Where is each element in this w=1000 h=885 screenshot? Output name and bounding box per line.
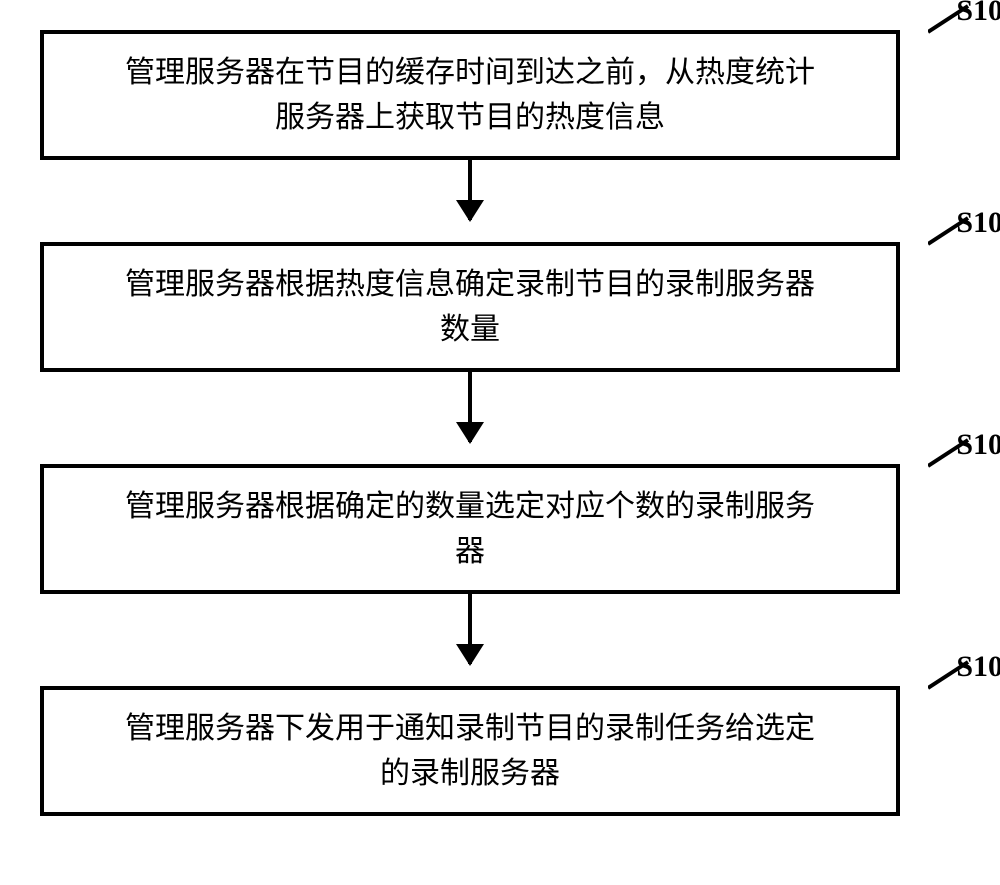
flowchart-box-text: 管理服务器根据热度信息确定录制节目的录制服务器 数量 <box>125 262 815 352</box>
flowchart-box: 管理服务器下发用于通知录制节目的录制任务给选定 的录制服务器 <box>40 686 900 816</box>
flowchart-box-text: 管理服务器在节目的缓存时间到达之前，从热度统计 服务器上获取节目的热度信息 <box>125 50 815 140</box>
flowchart-step: 管理服务器根据确定的数量选定对应个数的录制服务 器S103 <box>40 464 960 594</box>
flowchart-step: 管理服务器根据热度信息确定录制节目的录制服务器 数量S102 <box>40 242 960 372</box>
flowchart-arrow <box>40 594 900 664</box>
flowchart-box: 管理服务器根据热度信息确定录制节目的录制服务器 数量 <box>40 242 900 372</box>
step-label: S103 <box>956 428 1000 462</box>
step-label: S101 <box>956 0 1000 28</box>
flowchart-arrow <box>40 372 900 442</box>
flowchart-box-text: 管理服务器根据确定的数量选定对应个数的录制服务 器 <box>125 484 815 574</box>
flowchart-step: 管理服务器下发用于通知录制节目的录制任务给选定 的录制服务器S104 <box>40 686 960 816</box>
flowchart-arrow <box>40 160 900 220</box>
flowchart-container: 管理服务器在节目的缓存时间到达之前，从热度统计 服务器上获取节目的热度信息S10… <box>40 30 960 816</box>
flowchart-box: 管理服务器在节目的缓存时间到达之前，从热度统计 服务器上获取节目的热度信息 <box>40 30 900 160</box>
step-label: S102 <box>956 206 1000 240</box>
flowchart-step: 管理服务器在节目的缓存时间到达之前，从热度统计 服务器上获取节目的热度信息S10… <box>40 30 960 160</box>
flowchart-box-text: 管理服务器下发用于通知录制节目的录制任务给选定 的录制服务器 <box>125 706 815 796</box>
step-label: S104 <box>956 650 1000 684</box>
flowchart-box: 管理服务器根据确定的数量选定对应个数的录制服务 器 <box>40 464 900 594</box>
